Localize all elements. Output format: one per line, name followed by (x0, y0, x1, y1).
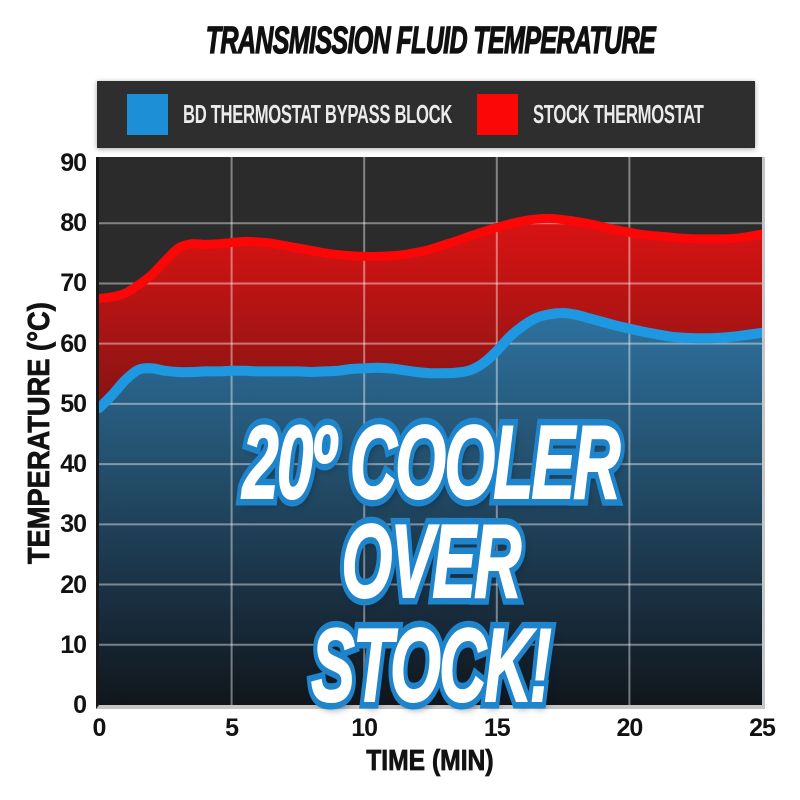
page-title-text: TRANSMISSION FLUID TEMPERATURE (205, 19, 656, 62)
y-tick-label: 0 (73, 691, 87, 719)
bd-area (99, 312, 762, 705)
y-axis-title: TEMPERATURE (°C) (21, 302, 57, 565)
chart-svg (99, 157, 762, 705)
legend-item-stock-thermostat: STOCK THERMOSTAT (477, 81, 799, 148)
x-tick-label: 15 (483, 714, 511, 742)
x-tick-label: 20 (616, 714, 643, 742)
stock-line (99, 213, 762, 304)
gridlines (99, 157, 762, 705)
x-tick-label: 0 (92, 714, 107, 742)
y-tick-label: 30 (60, 510, 87, 539)
y-tick-label: 20 (60, 570, 87, 599)
legend-label-stock: STOCK THERMOSTAT (533, 99, 704, 129)
blue-swatch-icon (127, 94, 168, 135)
legend-item-bd-thermostat: BD THERMOSTAT BYPASS BLOCK (127, 81, 603, 148)
y-tick-label: 70 (60, 269, 87, 298)
plot-area: 20º COOLER 20º COOLER OVER STOCK! OVER S… (96, 157, 765, 726)
x-tick-label: 25 (749, 714, 776, 742)
y-tick-label: 50 (60, 389, 87, 418)
x-tick-label: 5 (225, 714, 239, 742)
legend-bar: BD THERMOSTAT BYPASS BLOCK STOCK THERMOS… (97, 81, 755, 148)
red-swatch-icon (477, 94, 518, 135)
y-tick-label: 10 (60, 630, 87, 659)
y-tick-label: 90 (60, 149, 87, 178)
page-title: TRANSMISSION FLUID TEMPERATURE (57, 19, 800, 63)
x-tick-label: 10 (351, 714, 378, 742)
x-axis-title: TIME (MIN) (366, 745, 494, 778)
legend-label-bd: BD THERMOSTAT BYPASS BLOCK (183, 99, 453, 129)
y-tick-label: 40 (60, 450, 87, 479)
y-tick-label: 80 (60, 209, 87, 238)
bd-line (99, 307, 762, 414)
y-tick-label: 60 (60, 329, 87, 358)
